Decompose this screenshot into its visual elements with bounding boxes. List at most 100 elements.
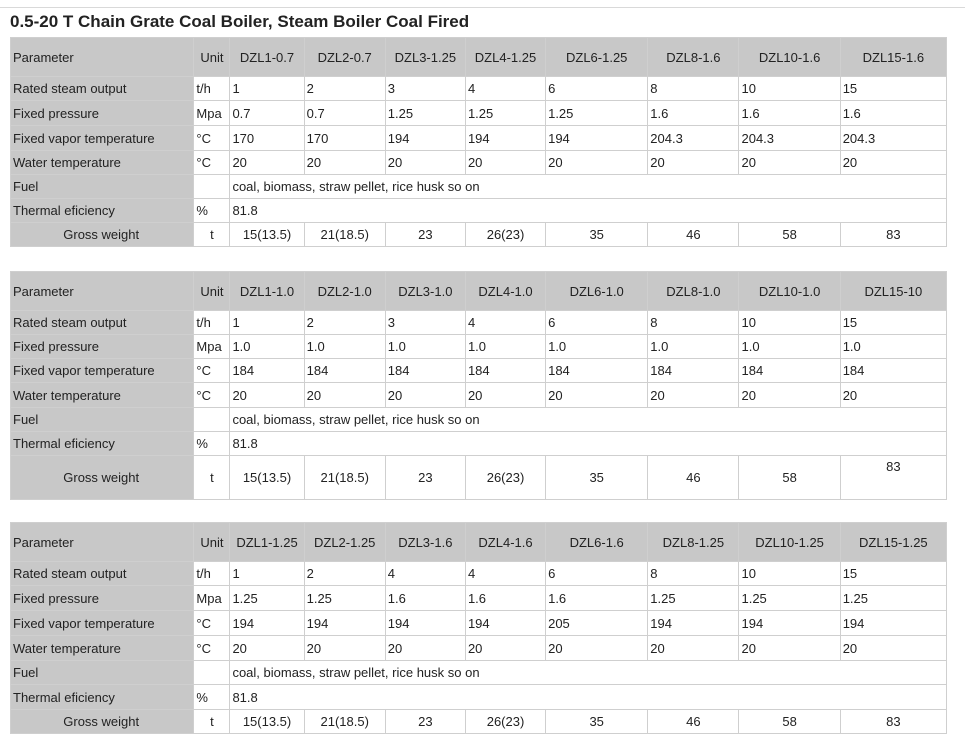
row-label-fuel: Fuel [9, 407, 195, 432]
value-cell: 194 [738, 610, 841, 636]
value-cell: 15 [839, 561, 948, 586]
value-cell: 1.0 [839, 334, 948, 359]
table-row: Thermal eficiency% 81.8 [9, 684, 947, 710]
value-cell: 20 [464, 382, 547, 408]
value-cell: 20 [303, 635, 386, 661]
value-cell: 1.6 [738, 100, 841, 126]
value-cell: 23 [384, 709, 466, 734]
value-cell: 46 [647, 709, 740, 734]
value-cell: 58 [738, 222, 841, 247]
value-cell: 10 [738, 76, 841, 101]
model-header: DZL4-1.0 [464, 271, 547, 311]
value-cell: 15(13.5) [229, 709, 305, 734]
row-label-water-temperature: Water temperature [9, 150, 195, 175]
unit-cell: °C [193, 382, 231, 408]
value-cell: 184 [647, 358, 740, 383]
unit-cell: Mpa [193, 585, 231, 611]
model-header: DZL1-0.7 [229, 37, 305, 77]
model-header: DZL8-1.25 [647, 522, 740, 562]
row-label-water-temperature: Water temperature [9, 382, 195, 408]
value-cell: 46 [647, 455, 740, 500]
table-row: Fuel coal, biomass, straw pellet, rice hu… [9, 660, 947, 685]
value-cell: 1.0 [545, 334, 649, 359]
model-header: DZL15-10 [839, 271, 948, 311]
table-row: Thermal eficiency% 81.8 [9, 198, 947, 223]
unit-cell: t/h [193, 310, 231, 335]
value-cell: 1.0 [647, 334, 740, 359]
value-cell: 20 [545, 150, 649, 175]
value-cell: 21(18.5) [303, 455, 386, 500]
value-cell: 20 [545, 635, 649, 661]
value-cell-span: 81.8 [229, 198, 947, 223]
value-cell: 20 [839, 382, 948, 408]
value-cell: 3 [384, 310, 466, 335]
value-cell: 1.6 [464, 585, 547, 611]
value-cell: 1.25 [464, 100, 547, 126]
page-title: 0.5-20 T Chain Grate Coal Boiler, Steam … [10, 12, 470, 31]
unit-cell: t/h [193, 561, 231, 586]
value-cell: 4 [384, 561, 466, 586]
value-cell: 58 [738, 455, 841, 500]
model-header: DZL8-1.0 [647, 271, 740, 311]
value-cell: 23 [384, 455, 466, 500]
unit-cell: t [193, 709, 231, 734]
table-row: Fixed pressure Mpa 0.7 0.7 1.25 1.25 1.25 1.6 1.… [9, 100, 948, 126]
row-label-fixed-pressure: Fixed pressure [9, 585, 195, 611]
value-cell: 184 [384, 358, 466, 383]
value-cell: 23 [384, 222, 466, 247]
value-cell: 15(13.5) [229, 222, 305, 247]
value-cell: 184 [839, 358, 948, 383]
unit-cell [193, 660, 231, 685]
value-cell: 1 [229, 561, 305, 586]
value-cell: 15 [839, 310, 948, 335]
value-cell: 8 [647, 310, 740, 335]
value-cell: 10 [738, 310, 841, 335]
value-cell: 184 [303, 358, 386, 383]
model-header: DZL4-1.25 [464, 37, 547, 77]
table-row: Rated steam output t/h 1 2 4 4 6 8 10 15 [9, 561, 948, 586]
unit-cell: °C [193, 150, 231, 175]
value-cell: 20 [738, 150, 841, 175]
model-header: DZL3-1.25 [384, 37, 466, 77]
model-header: DZL2-1.0 [303, 271, 386, 311]
table-row: Fuel coal, biomass, straw pellet, rice hu… [9, 174, 947, 199]
value-cell: 194 [839, 610, 948, 636]
row-label-thermal-efficiency: Thermal eficiency [9, 198, 195, 223]
value-cell: 205 [545, 610, 649, 636]
row-label-fixed-pressure: Fixed pressure [9, 334, 195, 359]
value-cell: 194 [229, 610, 305, 636]
unit-cell: % [193, 684, 231, 710]
value-cell: 10 [738, 561, 841, 586]
value-cell: 194 [545, 125, 649, 151]
value-cell: 20 [647, 150, 740, 175]
value-cell: 20 [229, 635, 305, 661]
value-cell: 26(23) [464, 455, 547, 500]
value-cell: 3 [384, 76, 466, 101]
top-divider [0, 7, 965, 8]
value-cell: 204.3 [839, 125, 948, 151]
value-cell: 6 [545, 561, 649, 586]
unit-cell: % [193, 431, 231, 456]
model-header: DZL15-1.6 [839, 37, 948, 77]
row-label-thermal-efficiency: Thermal eficiency [9, 684, 195, 710]
table-row: Water temperature °C 20 20 20 20 20 20 20 20 [9, 635, 948, 661]
value-cell: 15(13.5) [229, 455, 305, 500]
model-header: DZL10-1.25 [738, 522, 841, 562]
model-header: DZL3-1.0 [384, 271, 466, 311]
row-label-fuel: Fuel [9, 174, 195, 199]
unit-cell [193, 174, 231, 199]
value-cell: 204.3 [647, 125, 740, 151]
value-cell: 0.7 [229, 100, 305, 126]
value-cell: 204.3 [738, 125, 841, 151]
value-cell: 20 [384, 635, 466, 661]
model-header: DZL6-1.25 [545, 37, 649, 77]
table-row: Water temperature °C 20 20 20 20 20 20 20 20 [9, 150, 948, 175]
value-cell: 1.25 [647, 585, 740, 611]
value-cell: 20 [303, 150, 386, 175]
value-cell: 194 [464, 610, 547, 636]
table-row: Thermal eficiency% 81.8 [9, 431, 947, 456]
unit-cell: °C [193, 125, 231, 151]
parameter-header: Parameter [9, 522, 195, 562]
value-cell: 20 [384, 150, 466, 175]
value-cell: 26(23) [464, 709, 547, 734]
